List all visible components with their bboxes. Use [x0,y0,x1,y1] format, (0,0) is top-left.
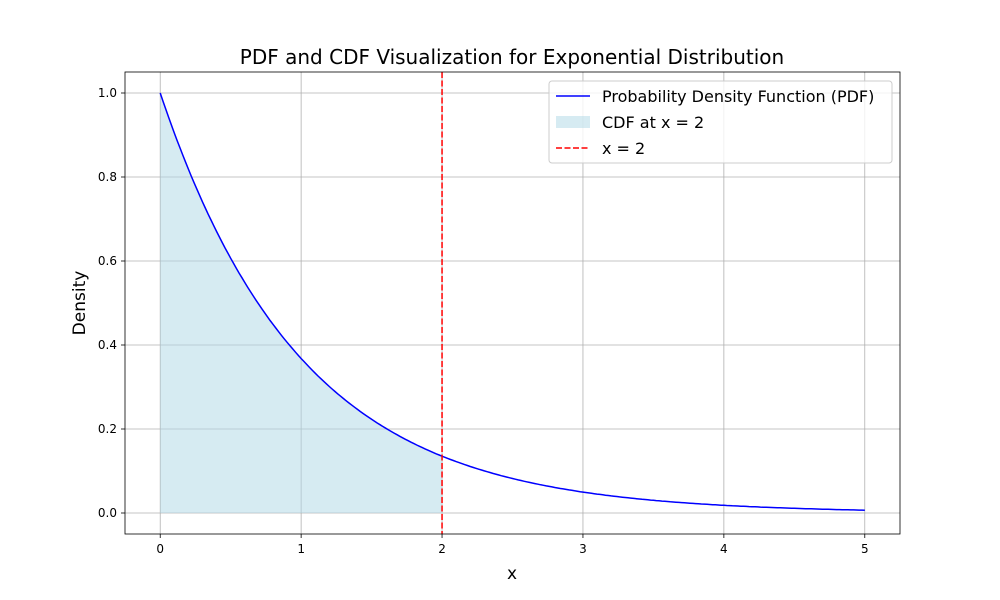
x-axis-label: x [507,564,517,584]
x-tick-label: 5 [861,542,869,556]
y-tick-label: 0.8 [98,170,117,184]
x-tick-label: 0 [156,542,164,556]
x-tick-label: 3 [579,542,587,556]
legend: Probability Density Function (PDF) CDF a… [548,80,893,164]
legend-cdf-swatch [556,116,590,128]
pdf-line [159,92,865,511]
y-tick-label: 0.2 [98,422,117,436]
y-tick-label: 0.0 [98,506,117,520]
cdf-fill-area [160,93,443,513]
x-tick-label: 4 [720,542,728,556]
ticks: 0 1 2 3 4 5 0.0 0.2 0.4 0.6 0.8 1.0 [98,86,869,556]
legend-vline-label: x = 2 [602,139,645,158]
y-tick-label: 0.4 [98,338,117,352]
chart-title: PDF and CDF Visualization for Exponentia… [240,45,784,69]
y-tick-label: 1.0 [98,86,117,100]
y-tick-label: 0.6 [98,254,117,268]
y-axis-label: Density [70,271,90,336]
x-tick-label: 2 [438,542,446,556]
legend-cdf-label: CDF at x = 2 [602,113,704,132]
x-tick-label: 1 [297,542,305,556]
legend-pdf-label: Probability Density Function (PDF) [602,87,874,106]
plot-frame [124,71,901,535]
